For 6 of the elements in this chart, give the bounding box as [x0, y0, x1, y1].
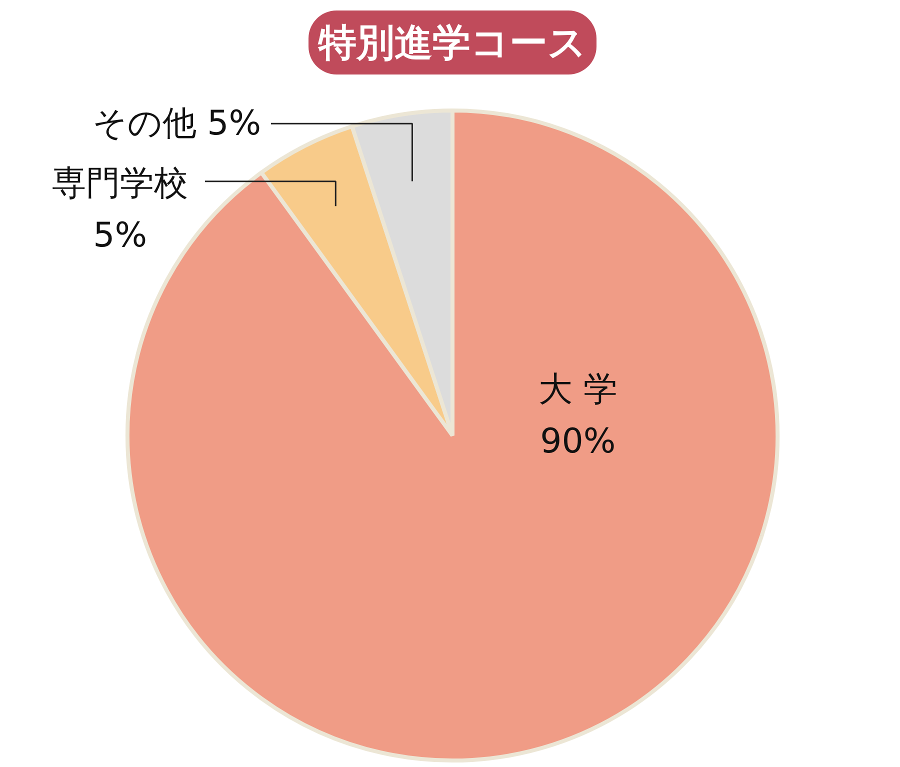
slice-label: 専門学校 — [52, 163, 188, 204]
chart-title: 特別進学コース — [318, 20, 586, 64]
data-label: 5% — [93, 215, 148, 256]
slice-label: 大 学 — [538, 370, 618, 410]
slice-label: その他 5% — [92, 104, 262, 144]
data-label: 90% — [540, 422, 616, 462]
